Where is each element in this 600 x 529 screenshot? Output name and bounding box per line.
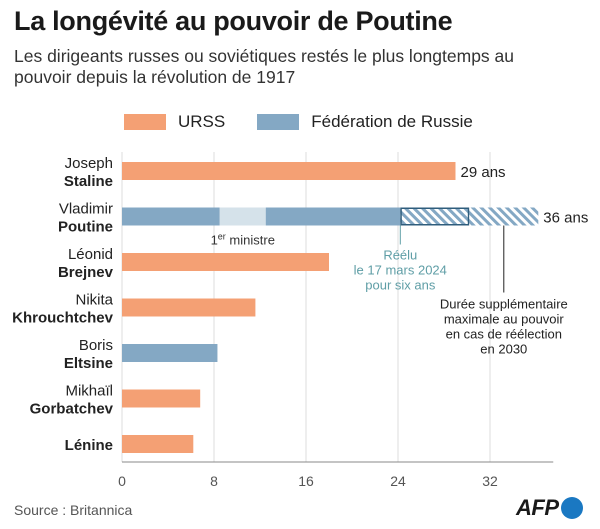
category-first-name: Boris	[79, 337, 113, 354]
legend: URSS Fédération de Russie	[124, 112, 505, 132]
bar-segment-frame	[400, 207, 470, 226]
bar-segment-urss	[122, 298, 256, 317]
category-last-name: Eltsine	[64, 355, 113, 372]
legend-swatch-urss	[124, 114, 166, 130]
annotation-duree-line: maximale au pouvoir	[444, 312, 565, 327]
legend-swatch-russie	[257, 114, 300, 130]
bar-segment-premier_ministre	[219, 207, 266, 226]
category-last-name: Staline	[64, 173, 113, 190]
afp-logo: AFP	[516, 495, 583, 521]
x-tick-label-32: 32	[482, 473, 498, 489]
category-last-name: Lénine	[65, 437, 113, 454]
annotation-duree-line: en cas de réélection	[446, 327, 562, 342]
chart-title: La longévité au pouvoir de Poutine	[14, 6, 453, 36]
annotation-reelu-line: le 17 mars 2024	[354, 263, 447, 278]
legend-item-russie: Fédération de Russie	[257, 112, 473, 132]
bar-segment-russie	[265, 207, 401, 226]
bar-segment-hatch_framed	[400, 207, 470, 226]
legend-label-russie: Fédération de Russie	[311, 112, 473, 131]
x-tick-label-16: 16	[298, 473, 314, 489]
bar-value-label: 29 ans	[461, 164, 506, 181]
category-first-name: Vladimir	[59, 201, 113, 218]
legend-item-urss: URSS	[124, 112, 225, 132]
annotation-reelu-line: pour six ans	[365, 278, 436, 293]
bar-segment-urss	[122, 435, 194, 453]
x-tick-label-0: 0	[118, 473, 126, 489]
bar-segment-urss	[122, 389, 201, 408]
bar-segment-urss	[122, 162, 456, 180]
afp-logo-dot	[560, 497, 583, 519]
bar-segment-hatch	[469, 207, 539, 226]
bar-segment-russie	[122, 207, 220, 226]
annotation-premier-ministre: 1er ministre	[211, 232, 275, 248]
afp-logo-text: AFP	[516, 495, 559, 520]
category-first-name: Mikhaïl	[65, 383, 113, 400]
bar-segment-russie	[122, 344, 218, 362]
chart-subtitle: Les dirigeants russes ou soviétiques res…	[14, 46, 514, 87]
annotation-pm-number: 1	[211, 233, 218, 248]
category-first-name: Joseph	[65, 155, 113, 172]
legend-label-urss: URSS	[178, 112, 226, 131]
bar-segment-urss	[122, 253, 329, 271]
category-last-name: Poutine	[58, 219, 113, 236]
category-first-name: Léonid	[68, 246, 113, 263]
x-tick-label-8: 8	[210, 473, 218, 489]
category-last-name: Gorbatchev	[30, 401, 114, 418]
annotation-pm-rest: ministre	[226, 233, 275, 248]
x-tick-label-24: 24	[390, 473, 406, 489]
annotation-pm-superscript: er	[218, 232, 226, 242]
bar-value-label: 36 ans	[543, 210, 588, 227]
annotation-duree-line: en 2030	[480, 342, 527, 357]
category-last-name: Brejnev	[58, 264, 114, 281]
category-first-name: Nikita	[75, 292, 113, 309]
source-note: Source : Britannica	[14, 502, 133, 518]
annotation-reelu-line: Réélu	[383, 248, 417, 263]
annotation-duree-line: Durée supplémentaire	[440, 297, 568, 312]
category-last-name: Khrouchtchev	[12, 310, 114, 327]
